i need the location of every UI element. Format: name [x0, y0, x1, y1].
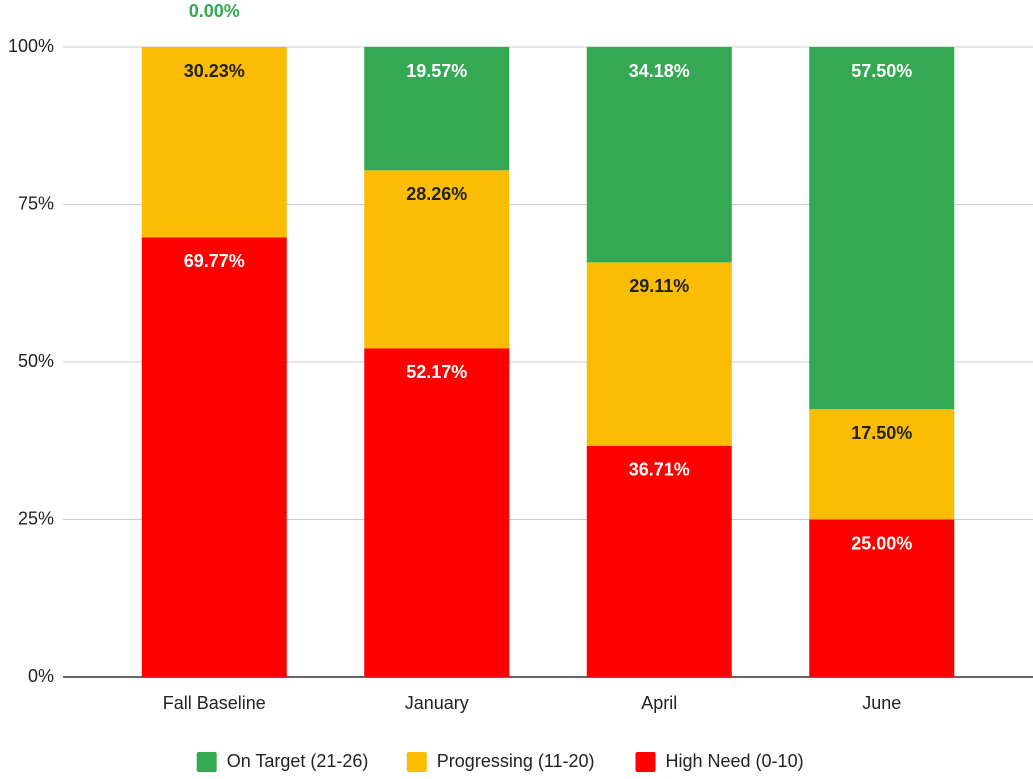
value-label: 69.77%	[184, 251, 245, 271]
bar-segment	[364, 47, 510, 171]
value-label: 34.18%	[629, 61, 690, 81]
legend-swatch	[196, 752, 217, 772]
value-label: 17.50%	[851, 423, 912, 443]
legend-label: High Need (0-10)	[666, 751, 804, 771]
bar-segment	[364, 170, 510, 349]
bar-segment	[364, 348, 510, 677]
y-tick-label: 0%	[28, 666, 54, 686]
x-tick-label: January	[405, 693, 469, 713]
value-label: 25.00%	[851, 533, 912, 553]
bar-segment	[809, 519, 955, 677]
legend-swatch	[406, 752, 427, 772]
value-label: 30.23%	[184, 61, 245, 81]
value-label: 28.26%	[406, 184, 467, 204]
bar-segment	[141, 237, 287, 677]
legend-label: On Target (21-26)	[227, 751, 369, 771]
bar-segment	[586, 47, 732, 263]
y-tick-label: 50%	[18, 351, 54, 371]
x-tick-label: April	[641, 693, 677, 713]
bar-segment	[586, 262, 732, 446]
y-tick-label: 25%	[18, 508, 54, 528]
bar-segment	[809, 47, 955, 410]
legend-label: Progressing (11-20)	[437, 751, 595, 771]
legend-swatch	[635, 752, 656, 772]
y-tick-label: 75%	[18, 193, 54, 213]
value-label: 19.57%	[406, 61, 467, 81]
value-label: 29.11%	[629, 276, 689, 296]
bar-segment	[586, 445, 732, 677]
bar-segment	[809, 409, 955, 520]
value-label: 57.50%	[851, 61, 912, 81]
value-label: 0.00%	[189, 1, 240, 21]
x-tick-label: Fall Baseline	[163, 693, 266, 713]
value-label: 36.71%	[629, 459, 690, 479]
value-label: 52.17%	[406, 362, 467, 382]
y-tick-label: 100%	[8, 36, 54, 56]
x-tick-label: June	[862, 693, 901, 713]
bar-segment	[141, 47, 287, 238]
